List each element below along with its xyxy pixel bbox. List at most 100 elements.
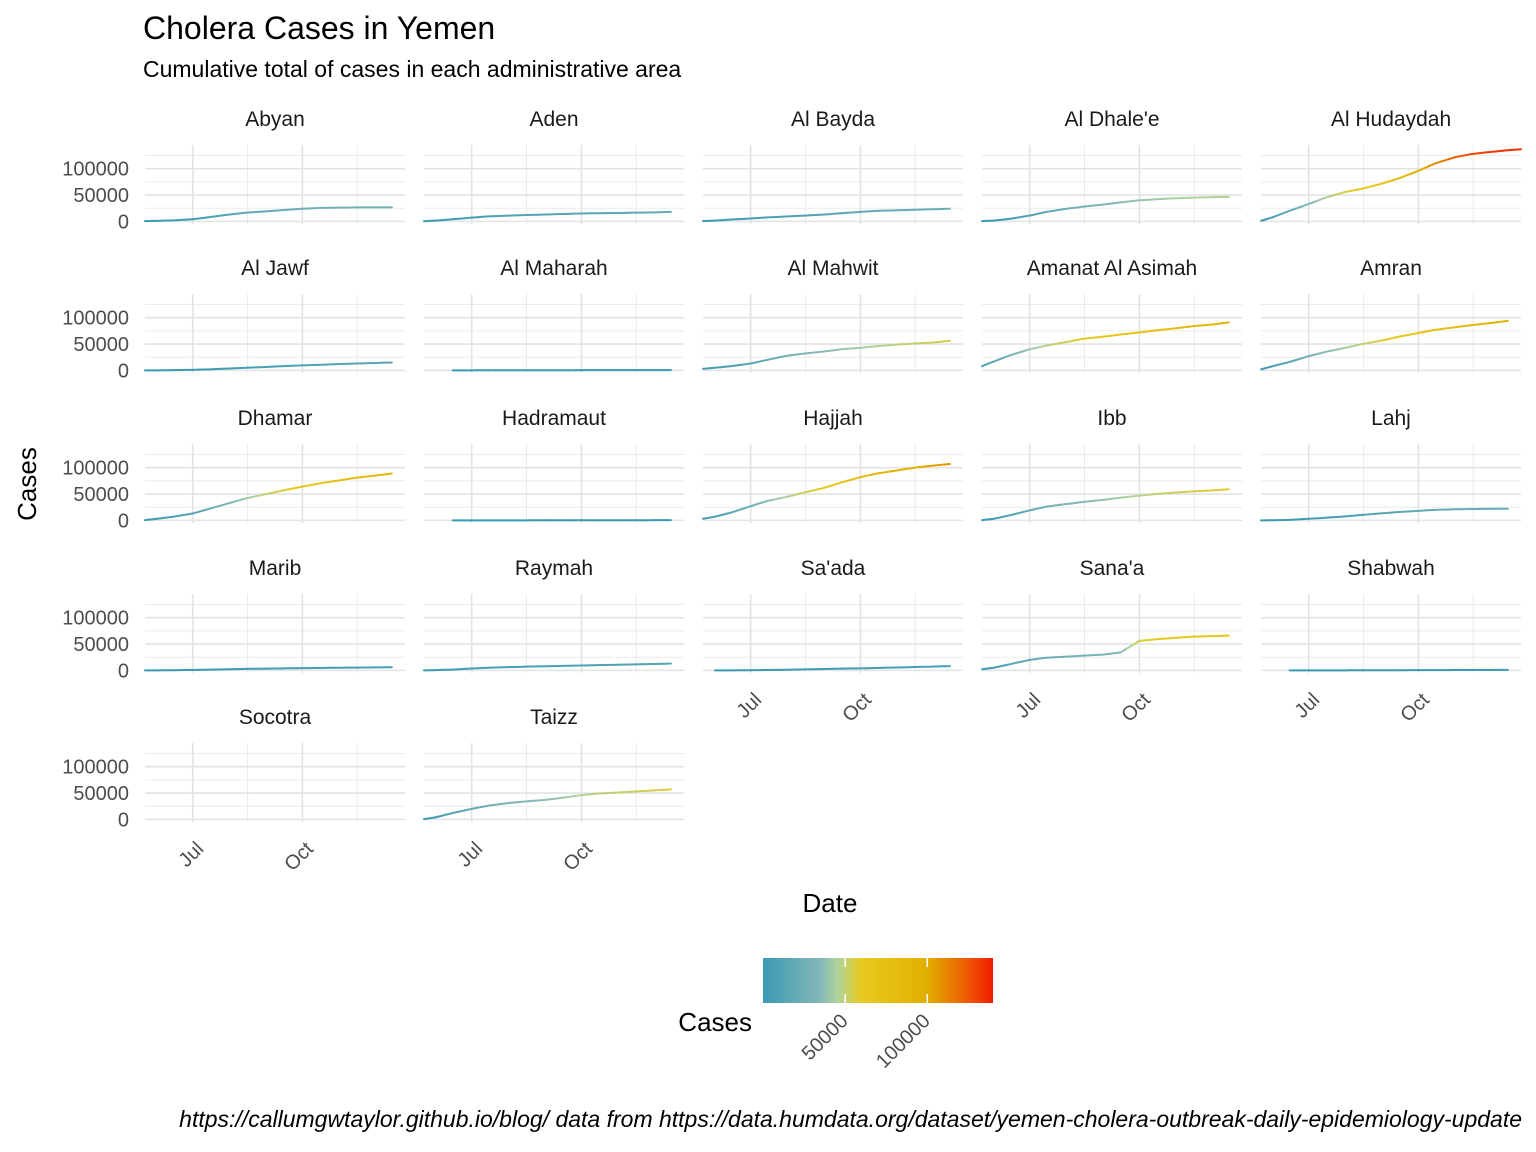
series-line-segment: [925, 464, 935, 468]
series-line-segment: [1082, 500, 1092, 503]
series-line-segment: [1022, 214, 1031, 218]
series-line-segment: [1119, 200, 1128, 204]
series-line-segment: [1404, 333, 1414, 337]
series-line-segment: [524, 799, 534, 803]
series-line-segment: [574, 794, 583, 798]
series-line-segment: [1125, 643, 1135, 650]
series-line-segment: [1125, 200, 1135, 203]
series-line-segment: [1161, 327, 1171, 331]
series-line-segment: [816, 350, 826, 354]
facet-label: Al Jawf: [241, 257, 309, 280]
series-line-segment: [889, 343, 899, 347]
series-line-segment: [500, 802, 510, 805]
facet-label: Socotra: [239, 706, 312, 729]
series-line-segment: [1009, 661, 1018, 666]
series-line-segment: [1058, 503, 1068, 506]
series-line-segment: [537, 798, 547, 802]
series-line-segment: [1204, 323, 1214, 327]
series-line-segment: [1447, 156, 1457, 161]
series-line-segment: [531, 799, 540, 802]
series-line-segment: [1398, 174, 1407, 180]
series-line-segment: [367, 474, 377, 478]
facet-panels: Abyan 0 50000 100000 Aden Al Bayda Al Dhale'e A…: [62, 108, 1522, 876]
facet-label: Amran: [1360, 257, 1422, 280]
series-line-segment: [1483, 321, 1493, 325]
series-line-segment: [1288, 359, 1297, 363]
legend-tick-label: 50000: [798, 1010, 853, 1065]
x-tick-label: Jul: [454, 838, 488, 872]
series-line-segment: [1052, 503, 1061, 507]
series-line-segment: [1374, 182, 1384, 187]
series-line-segment: [245, 495, 255, 500]
facet-label: Al Mahwit: [787, 257, 878, 280]
series-line-segment: [876, 344, 885, 348]
series-line-segment: [876, 471, 885, 475]
y-tick-label: 50000: [73, 334, 129, 356]
series-line-segment: [1324, 194, 1334, 199]
legend-title: Cases: [678, 1007, 752, 1037]
series-line-segment: [846, 347, 856, 350]
series-line-segment: [1015, 660, 1025, 664]
y-tick-label: 100000: [62, 308, 129, 330]
facet-panel: Raymah: [423, 557, 684, 673]
facet-panel: Al Hudaydah: [1260, 108, 1522, 224]
series-line-segment: [1022, 348, 1031, 353]
series-line-segment: [457, 809, 467, 813]
series-line-segment: [1417, 167, 1425, 172]
facet-panel: Al Jawf 0 50000 100000: [62, 257, 405, 382]
series-line-segment: [1422, 164, 1431, 170]
facet-label: Al Bayda: [791, 108, 875, 131]
series-line-segment: [561, 795, 570, 799]
series-line-segment: [355, 476, 364, 479]
facet-panel: Hajjah: [702, 407, 963, 523]
series-line-segment: [1132, 331, 1141, 335]
series-line-segment: [221, 213, 231, 217]
series-line-segment: [1471, 152, 1480, 155]
series-line-segment: [1168, 491, 1178, 494]
x-tick-label: Oct: [1396, 689, 1434, 727]
facet-panel: Hadramaut: [424, 407, 684, 523]
series-line-segment: [1374, 512, 1384, 515]
x-tick-label: Jul: [1012, 689, 1046, 723]
series-line-segment: [258, 493, 268, 497]
series-line-segment: [1058, 207, 1068, 211]
facet-panel: Al Mahwit: [702, 257, 963, 373]
facet-panel: Marib 0 50000 100000: [62, 557, 405, 682]
series-line-segment: [882, 344, 892, 347]
facet-label: Abyan: [245, 108, 305, 131]
series-line-segment: [221, 501, 231, 506]
series-line-segment: [1331, 192, 1340, 197]
series-line-segment: [1192, 324, 1201, 328]
facet-label: Al Maharah: [500, 257, 607, 280]
facet-label: Al Dhale'e: [1064, 108, 1159, 131]
series-line-segment: [1361, 341, 1371, 346]
series-line-segment: [567, 795, 577, 798]
series-line-segment: [1132, 199, 1141, 203]
facet-panel: Taizz Jul Oct: [423, 706, 684, 876]
legend-colorbar: [763, 958, 993, 1003]
series-line-segment: [1168, 636, 1178, 640]
series-line-segment: [1089, 204, 1098, 207]
series-line-segment: [1477, 151, 1486, 155]
y-tick-label: 100000: [62, 608, 129, 630]
color-legend: Cases 50000 100000: [678, 958, 993, 1073]
series-line-segment: [464, 216, 473, 220]
series-line-segment: [1222, 321, 1230, 325]
series-line-segment: [1161, 637, 1171, 640]
y-tick-label: 0: [118, 360, 129, 382]
series-line-segment: [324, 480, 334, 484]
facet-label: Amanat Al Asimah: [1027, 257, 1197, 280]
series-line-segment: [185, 512, 194, 516]
series-line-segment: [1125, 495, 1135, 499]
series-line-segment: [773, 356, 782, 360]
facet-label: Taizz: [530, 706, 578, 729]
facet-panel: Lahj: [1260, 407, 1521, 523]
series-line-segment: [1125, 332, 1135, 335]
series-line-segment: [172, 514, 181, 518]
facet-label: Sana'a: [1080, 557, 1145, 580]
series-line-segment: [1132, 639, 1141, 646]
facet-label: Marib: [249, 557, 302, 580]
series-line-segment: [1411, 331, 1420, 336]
facet-panel: Abyan 0 50000 100000: [62, 108, 405, 233]
